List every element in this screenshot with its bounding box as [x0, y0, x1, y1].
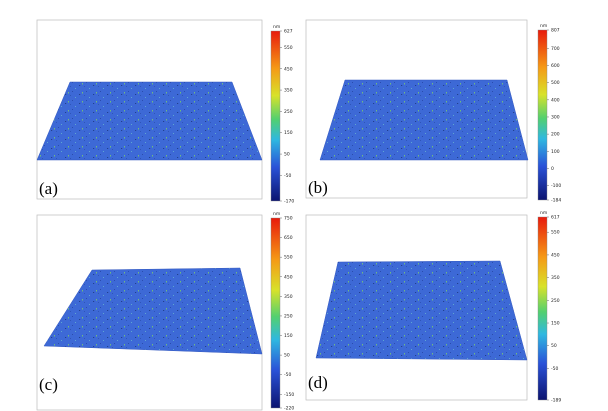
colorbar-tick-label: 150: [284, 333, 293, 339]
colorbar-tick-label: 350: [284, 88, 293, 94]
colorbar: [270, 30, 281, 202]
colorbar-tick-label: 50: [284, 152, 290, 158]
colorbar-tick-label: -100: [551, 183, 561, 189]
colorbar-tick-label: -50: [551, 366, 558, 372]
colorbar-tick-label: 50: [284, 353, 290, 359]
colorbar-unit: nm: [273, 212, 280, 217]
colorbar: [537, 216, 548, 401]
surface: [315, 260, 528, 361]
panel: (c) nm 750 650 550 450 350 250 150 50 -50 -150 -220: [36, 212, 294, 411]
colorbar-tick-label: 350: [284, 294, 293, 300]
colorbar-tick-label: 550: [551, 230, 560, 236]
colorbar-tick-label: -189: [551, 398, 561, 404]
colorbar-unit: nm: [273, 25, 280, 30]
surface: [43, 267, 263, 355]
colorbar-tick-label: 700: [551, 46, 560, 52]
colorbar-tick-label: 550: [284, 45, 293, 51]
colorbar-tick-label: 617: [551, 215, 560, 221]
colorbar-tick-label: 200: [551, 132, 560, 138]
colorbar-tick-label: 450: [284, 274, 293, 280]
panel-label: (d): [308, 373, 328, 392]
colorbar-tick-label: -50: [284, 173, 291, 179]
colorbar: [537, 29, 548, 201]
colorbar-tick-label: 50: [551, 343, 557, 349]
panel-label: (a): [39, 179, 58, 198]
panel: (a) nm 627 550 450 350 250 150 50 -50 -170: [36, 19, 294, 205]
colorbar-tick-label: 300: [551, 114, 560, 120]
panel-label: (c): [39, 375, 58, 394]
colorbar-tick-label: 650: [284, 235, 293, 241]
surface: [319, 79, 529, 161]
panel: (b) nm 807 700 600 500 400 300 200 100 0 -100 -184: [305, 19, 561, 204]
colorbar-tick-label: 350: [551, 275, 560, 281]
colorbar: [270, 217, 281, 409]
colorbar-tick-label: 100: [551, 149, 560, 155]
colorbar-tick-label: 150: [551, 321, 560, 327]
panel-label: (b): [308, 178, 328, 197]
colorbar-tick-label: 0: [551, 166, 554, 172]
colorbar-tick-label: 150: [284, 130, 293, 136]
surface: [36, 81, 263, 161]
colorbar-tick-label: -50: [284, 372, 291, 378]
colorbar-tick-label: 400: [551, 97, 560, 103]
colorbar-tick-label: -184: [551, 198, 561, 204]
colorbar-unit: nm: [540, 211, 547, 216]
colorbar-tick-label: -150: [284, 392, 294, 398]
colorbar-tick-label: 250: [551, 298, 560, 304]
colorbar-tick-label: 550: [284, 255, 293, 261]
colorbar-tick-label: 250: [284, 313, 293, 319]
colorbar-tick-label: -170: [284, 199, 294, 205]
colorbar-tick-label: 250: [284, 109, 293, 115]
colorbar-tick-label: 500: [551, 80, 560, 86]
colorbar-tick-label: 450: [551, 252, 560, 258]
colorbar-tick-label: 627: [284, 29, 293, 35]
panel: (d) nm 617 550 450 350 250 150 50 -50 -189: [305, 211, 561, 404]
colorbar-tick-label: 750: [284, 216, 293, 222]
colorbar-tick-label: -220: [284, 406, 294, 411]
colorbar-unit: nm: [540, 24, 547, 29]
colorbar-tick-label: 600: [551, 63, 560, 69]
colorbar-tick-label: 450: [284, 66, 293, 72]
colorbar-tick-label: 807: [551, 28, 560, 34]
